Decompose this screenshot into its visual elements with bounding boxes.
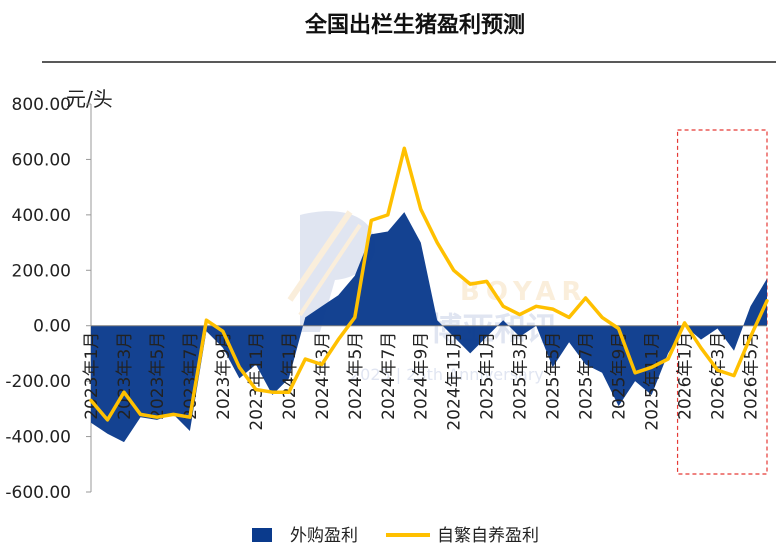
- x-tick-label: 2024年3月: [313, 332, 333, 420]
- y-tick-label: -400.00: [5, 428, 71, 448]
- x-tick-label: 2024年7月: [379, 332, 399, 420]
- series-area-waigou: [91, 212, 767, 443]
- x-tick-label: 2025年1月: [478, 332, 498, 420]
- y-tick-label: 200.00: [12, 261, 71, 281]
- x-tick-label: 2024年1月: [280, 332, 300, 420]
- y-axis-label: 元/头: [66, 87, 113, 111]
- chart-title: 全国出栏生猪盈利预测: [304, 12, 525, 38]
- x-tick-label: 2023年11月: [247, 332, 267, 431]
- plot-area: 800.00 600.00 400.00 200.00 0.00 -200.00 -400.…: [5, 95, 769, 503]
- x-tick-label: 2025年11月: [643, 332, 663, 431]
- legend-swatch-area: [252, 528, 272, 542]
- x-tick-label: 2023年7月: [181, 332, 201, 420]
- legend: 外购盈利 自繁自养盈利: [252, 526, 539, 546]
- x-tick-label: 2023年1月: [82, 332, 102, 420]
- y-tick-label: 600.00: [12, 150, 71, 170]
- y-tick-label: -200.00: [5, 372, 71, 392]
- svg-text:2025 | 25th Anniversary: 2025 | 25th Anniversary: [350, 365, 544, 384]
- x-tick-label: 2025年3月: [511, 332, 531, 420]
- y-tick-label: 800.00: [12, 95, 71, 115]
- y-tick-label: 400.00: [12, 206, 71, 226]
- x-tick-label: 2024年11月: [445, 332, 465, 431]
- boyar-watermark: BOYAR 博亚和讯 2025 | 25th Anniversary: [287, 210, 581, 384]
- y-tick-label: 0.00: [33, 317, 71, 337]
- series-line-zifan: [89, 146, 769, 422]
- x-tick-label: 2026年5月: [742, 332, 762, 420]
- x-tick-label: 2026年1月: [676, 332, 696, 420]
- x-tick-label: 2025年5月: [544, 332, 564, 420]
- x-tick-label: 2025年9月: [610, 332, 630, 420]
- x-tick-label: 2024年5月: [346, 332, 366, 420]
- legend-label-line: 自繁自养盈利: [437, 526, 539, 546]
- y-tick-label: -600.00: [5, 483, 71, 503]
- x-tick-label: 2024年9月: [412, 332, 432, 420]
- x-tick-label: 2023年3月: [115, 332, 135, 420]
- x-tick-label: 2023年9月: [214, 332, 234, 420]
- x-tick-label: 2025年7月: [577, 332, 597, 420]
- x-tick-label: 2023年5月: [148, 332, 168, 420]
- x-tick-label: 2026年3月: [709, 332, 729, 420]
- legend-label-area: 外购盈利: [290, 526, 358, 546]
